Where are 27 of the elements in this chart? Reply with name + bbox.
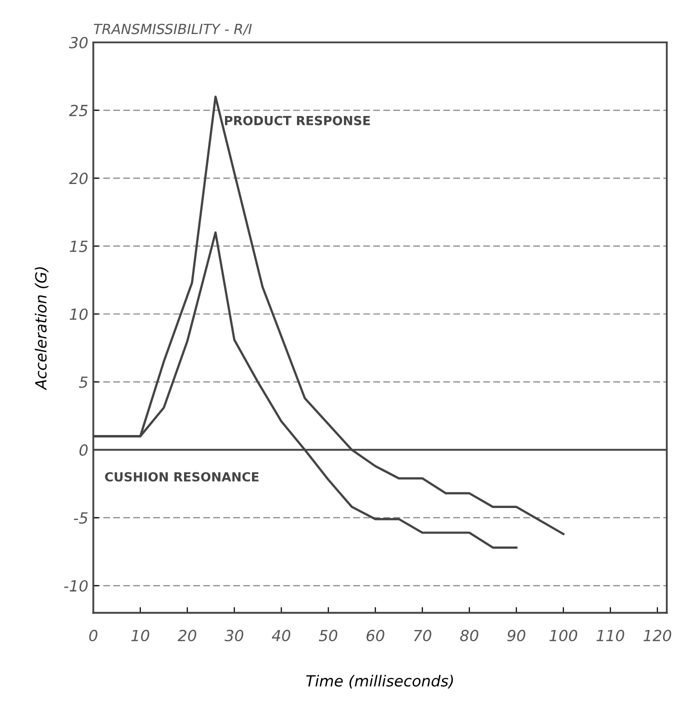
- x-tick-label: 50: [318, 630, 338, 642]
- y-tick-label: -10: [64, 580, 88, 592]
- x-tick-label: 70: [414, 630, 432, 642]
- chart-title: TRANSMISSIBILITY - R/I: [94, 24, 252, 36]
- x-tick-label: 10: [131, 630, 150, 642]
- y-tick-label: 0: [79, 444, 88, 456]
- x-tick-label: 0: [89, 630, 98, 642]
- x-tick-label: 90: [507, 630, 526, 642]
- y-tick-label: -5: [74, 512, 88, 524]
- y-tick-label: 10: [70, 308, 88, 320]
- x-tick-label: 80: [460, 630, 478, 642]
- x-tick-label: 110: [596, 630, 624, 642]
- x-tick-label: 40: [272, 630, 290, 642]
- x-tick-label: 100: [550, 630, 578, 642]
- x-tick-label: 120: [644, 630, 672, 642]
- x-tick-label: 20: [178, 630, 196, 642]
- x-axis-title: Time (milliseconds): [306, 674, 453, 688]
- y-tick-label: 30: [69, 36, 88, 48]
- y-axis-title: Acceleration (G): [34, 267, 48, 390]
- x-tick-label: 30: [224, 630, 244, 642]
- y-tick-label: 15: [70, 240, 88, 252]
- series-label: PRODUCT RESPONSE: [225, 116, 370, 126]
- text: CUSHION RESONANCE: [105, 472, 258, 482]
- x-tick-label: 60: [366, 630, 384, 642]
- y-tick-label: 20: [69, 172, 88, 184]
- y-tick-label: 25: [69, 104, 88, 116]
- y-tick-label: 5: [79, 376, 88, 388]
